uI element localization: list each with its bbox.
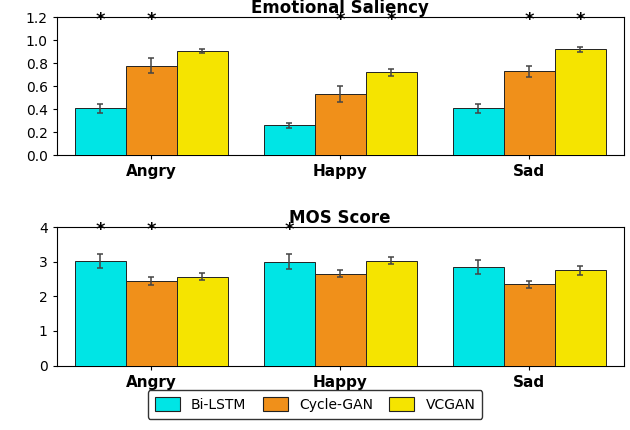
Text: *: * — [524, 11, 534, 29]
Bar — [263, 126, 314, 155]
Bar — [314, 94, 365, 155]
Bar — [74, 261, 125, 366]
Bar — [452, 267, 503, 366]
Text: *: * — [575, 11, 585, 29]
Bar — [74, 108, 125, 155]
Bar — [314, 274, 365, 366]
Title: MOS Score: MOS Score — [289, 209, 391, 227]
Bar — [125, 281, 176, 366]
Bar — [554, 270, 605, 366]
Text: *: * — [146, 11, 156, 29]
Bar — [365, 73, 417, 155]
Text: *: * — [95, 11, 105, 29]
Bar — [176, 276, 228, 366]
Text: *: * — [95, 221, 105, 239]
Bar — [504, 284, 554, 366]
Bar — [176, 51, 228, 155]
Text: *: * — [146, 221, 156, 239]
Bar — [554, 49, 605, 155]
Bar — [125, 65, 176, 155]
Bar — [263, 262, 314, 366]
Bar — [365, 261, 417, 366]
Text: *: * — [386, 11, 396, 29]
Bar — [452, 108, 503, 155]
Text: *: * — [284, 221, 294, 239]
Legend: Bi-LSTM, Cycle-GAN, VCGAN: Bi-LSTM, Cycle-GAN, VCGAN — [147, 390, 483, 419]
Title: Emotional Saliency: Emotional Saliency — [251, 0, 429, 17]
Bar — [504, 71, 554, 155]
Text: *: * — [335, 11, 345, 29]
